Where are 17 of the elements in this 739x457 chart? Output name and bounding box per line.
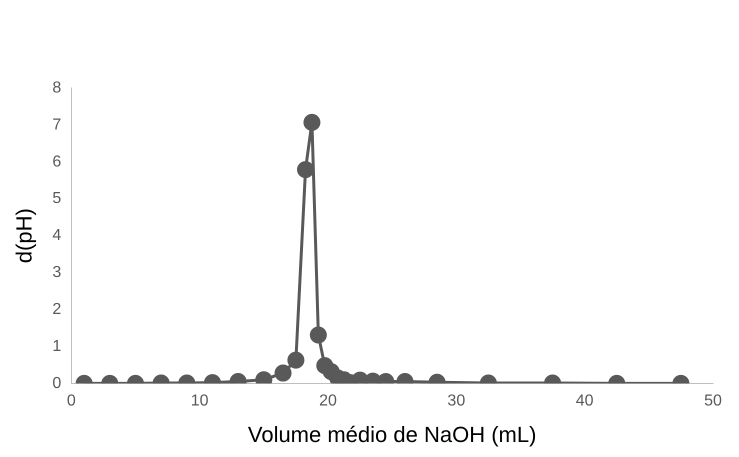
y-tick-label: 6 [52, 153, 62, 170]
y-tick-label: 7 [52, 116, 62, 134]
y-tick-label: 1 [52, 338, 62, 355]
x-tick-label: 40 [576, 392, 594, 410]
y-tick-label: 3 [52, 264, 62, 282]
x-tick-label: 20 [319, 392, 337, 410]
y-tick-label: 8 [52, 79, 62, 96]
x-tick-label: 0 [66, 392, 76, 410]
y-axis-title: d(pH) [11, 208, 36, 264]
x-tick-label: 10 [190, 392, 209, 410]
y-tick-label: 4 [52, 227, 62, 244]
y-tick-label: 5 [52, 190, 62, 208]
y-tick-label: 0 [52, 374, 62, 392]
x-axis-title: Volume médio de NaOH (mL) [248, 422, 536, 447]
x-tick-label: 50 [704, 392, 722, 410]
y-tick-label: 2 [52, 300, 62, 318]
x-tick-label: 30 [447, 392, 466, 410]
